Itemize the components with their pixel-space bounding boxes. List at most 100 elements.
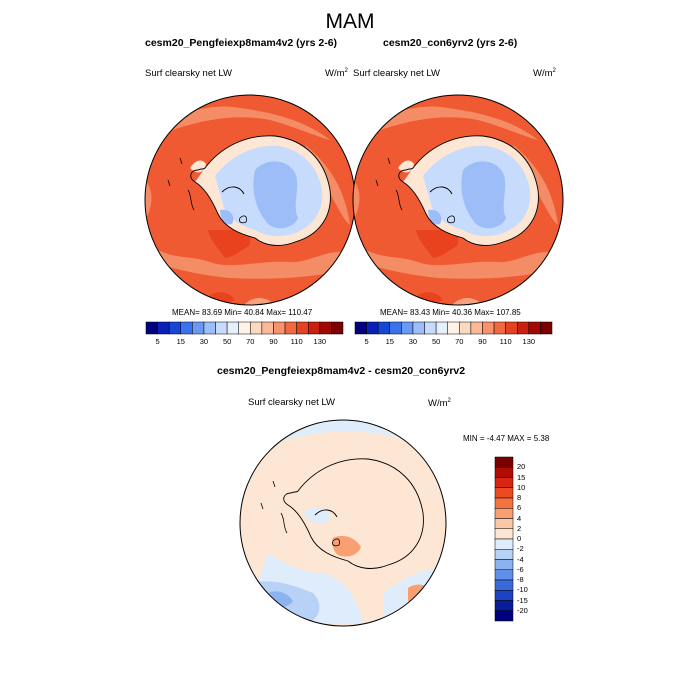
colorbar-swatch bbox=[494, 508, 514, 519]
colorbar-swatch bbox=[493, 321, 506, 335]
colorbar-left bbox=[145, 321, 344, 335]
colorbar-swatch bbox=[157, 321, 170, 335]
panel-left-title: cesm20_Pengfeiexp8mam4v2 (yrs 2-6) bbox=[145, 37, 338, 49]
colorbar-swatch bbox=[459, 321, 472, 335]
colorbar-tick-label: 110 bbox=[499, 337, 512, 346]
panel-left-stats: MEAN= 83.69 Min= 40.84 Max= 110.47 bbox=[172, 308, 313, 317]
figure-title: MAM bbox=[325, 10, 375, 33]
colorbar-swatch bbox=[331, 321, 344, 335]
colorbar-swatch bbox=[284, 321, 297, 335]
colorbar-swatch bbox=[377, 321, 391, 335]
colorbar-swatch bbox=[516, 321, 530, 335]
colorbar-swatch bbox=[435, 321, 448, 335]
colorbar-tick-label: 90 bbox=[269, 337, 278, 346]
diff-panel-units: W/m2 bbox=[428, 398, 451, 410]
colorbar-tick-label: 15 bbox=[176, 337, 185, 346]
colorbar-swatch bbox=[354, 321, 367, 335]
colorbar-tick-label: 50 bbox=[431, 337, 441, 346]
colorbar-tick-label: 2 bbox=[517, 523, 522, 533]
colorbar-swatch bbox=[494, 579, 514, 591]
colorbar-swatch bbox=[296, 321, 309, 335]
colorbar-swatch bbox=[250, 321, 263, 335]
colorbar-swatch bbox=[145, 321, 158, 335]
colorbar-tick-label: 15 bbox=[385, 337, 394, 346]
colorbar-swatch bbox=[494, 456, 514, 468]
colorbar-swatch bbox=[494, 538, 514, 550]
colorbar-swatch bbox=[307, 321, 321, 335]
colorbar-difference bbox=[494, 456, 514, 622]
colorbar-tick-label: 70 bbox=[455, 337, 464, 346]
panel-right-variable: Surf clearsky net LW bbox=[353, 68, 440, 79]
colorbar-swatch bbox=[494, 559, 514, 570]
colorbar-swatch bbox=[273, 321, 286, 335]
colorbar-swatch bbox=[494, 600, 514, 611]
colorbar-swatch bbox=[203, 321, 216, 335]
colorbar-swatch bbox=[389, 321, 402, 335]
colorbar-swatch bbox=[494, 497, 514, 509]
map-left bbox=[144, 94, 356, 306]
colorbar-swatch bbox=[494, 518, 514, 529]
panel-right-title: cesm20_con6yrv2 (yrs 2-6) bbox=[383, 37, 518, 49]
colorbar-swatch bbox=[168, 321, 182, 335]
colorbar-swatch bbox=[470, 321, 483, 335]
colorbar-swatch bbox=[319, 321, 332, 335]
colorbar-swatch bbox=[366, 321, 379, 335]
colorbar-swatch bbox=[261, 321, 274, 335]
colorbar-tick-label: 8 bbox=[517, 493, 522, 502]
colorbar-swatch bbox=[494, 477, 514, 488]
colorbar-swatch bbox=[180, 321, 193, 335]
colorbar-tick-label: -4 bbox=[517, 554, 524, 564]
colorbar-swatch bbox=[494, 467, 514, 478]
colorbar-tick-label: 130 bbox=[313, 337, 327, 346]
colorbar-tick-label: 90 bbox=[478, 337, 487, 346]
colorbar-tick-label: 5 bbox=[364, 337, 369, 346]
colorbar-swatch bbox=[412, 321, 425, 335]
colorbar-tick-label: -6 bbox=[517, 564, 524, 574]
colorbar-tick-label: 30 bbox=[199, 337, 209, 346]
panel-right-units: W/m2 bbox=[533, 68, 556, 80]
colorbar-tick-label: 50 bbox=[222, 337, 232, 346]
colorbar-tick-label: 5 bbox=[155, 337, 160, 346]
colorbar-swatch bbox=[494, 487, 514, 499]
diff-panel-variable: Surf clearsky net LW bbox=[248, 397, 335, 408]
colorbar-tick-label: 15 bbox=[517, 472, 526, 482]
colorbar-tick-label: 70 bbox=[246, 337, 255, 346]
colorbar-swatch bbox=[238, 321, 251, 335]
colorbar-tick-label: 110 bbox=[290, 337, 303, 346]
colorbar-tick-label: -10 bbox=[517, 585, 528, 595]
diff-panel-stats: MIN = -4.47 MAX = 5.38 bbox=[463, 434, 550, 443]
panel-left-variable: Surf clearsky net LW bbox=[145, 68, 232, 79]
diff-panel-title: cesm20_Pengfeiexp8mam4v2 - cesm20_con6yr… bbox=[217, 365, 466, 377]
colorbar-swatch bbox=[494, 549, 514, 560]
colorbar-swatch bbox=[494, 569, 514, 581]
colorbar-tick-label: 0 bbox=[517, 534, 522, 543]
colorbar-right bbox=[354, 321, 553, 335]
colorbar-tick-label: -15 bbox=[517, 595, 528, 605]
panel-left-units: W/m2 bbox=[325, 68, 348, 80]
colorbar-swatch bbox=[447, 321, 460, 335]
colorbar-tick-label: 10 bbox=[517, 482, 526, 492]
colorbar-swatch bbox=[494, 610, 514, 622]
colorbar-tick-label: 4 bbox=[517, 513, 522, 523]
colorbar-tick-label: -20 bbox=[517, 605, 528, 615]
colorbar-swatch bbox=[192, 321, 205, 335]
colorbar-tick-label: 130 bbox=[522, 337, 536, 346]
colorbar-swatch bbox=[401, 321, 414, 335]
colorbar-swatch bbox=[528, 321, 541, 335]
colorbar-tick-label: 6 bbox=[517, 503, 522, 513]
colorbar-tick-label: 30 bbox=[408, 337, 418, 346]
colorbar-swatch bbox=[482, 321, 495, 335]
colorbar-tick-label: -8 bbox=[517, 575, 524, 584]
panel-right-stats: MEAN= 83.43 Min= 40.36 Max= 107.85 bbox=[380, 308, 521, 317]
colorbar-tick-label: 20 bbox=[517, 462, 526, 472]
colorbar-swatch bbox=[494, 590, 514, 601]
colorbar-swatch bbox=[505, 321, 518, 335]
colorbar-swatch bbox=[540, 321, 553, 335]
map-difference bbox=[239, 419, 447, 627]
colorbar-swatch bbox=[424, 321, 437, 335]
colorbar-swatch bbox=[494, 528, 514, 540]
colorbar-swatch bbox=[215, 321, 228, 335]
map-right bbox=[352, 94, 564, 306]
colorbar-tick-label: -2 bbox=[517, 544, 524, 554]
